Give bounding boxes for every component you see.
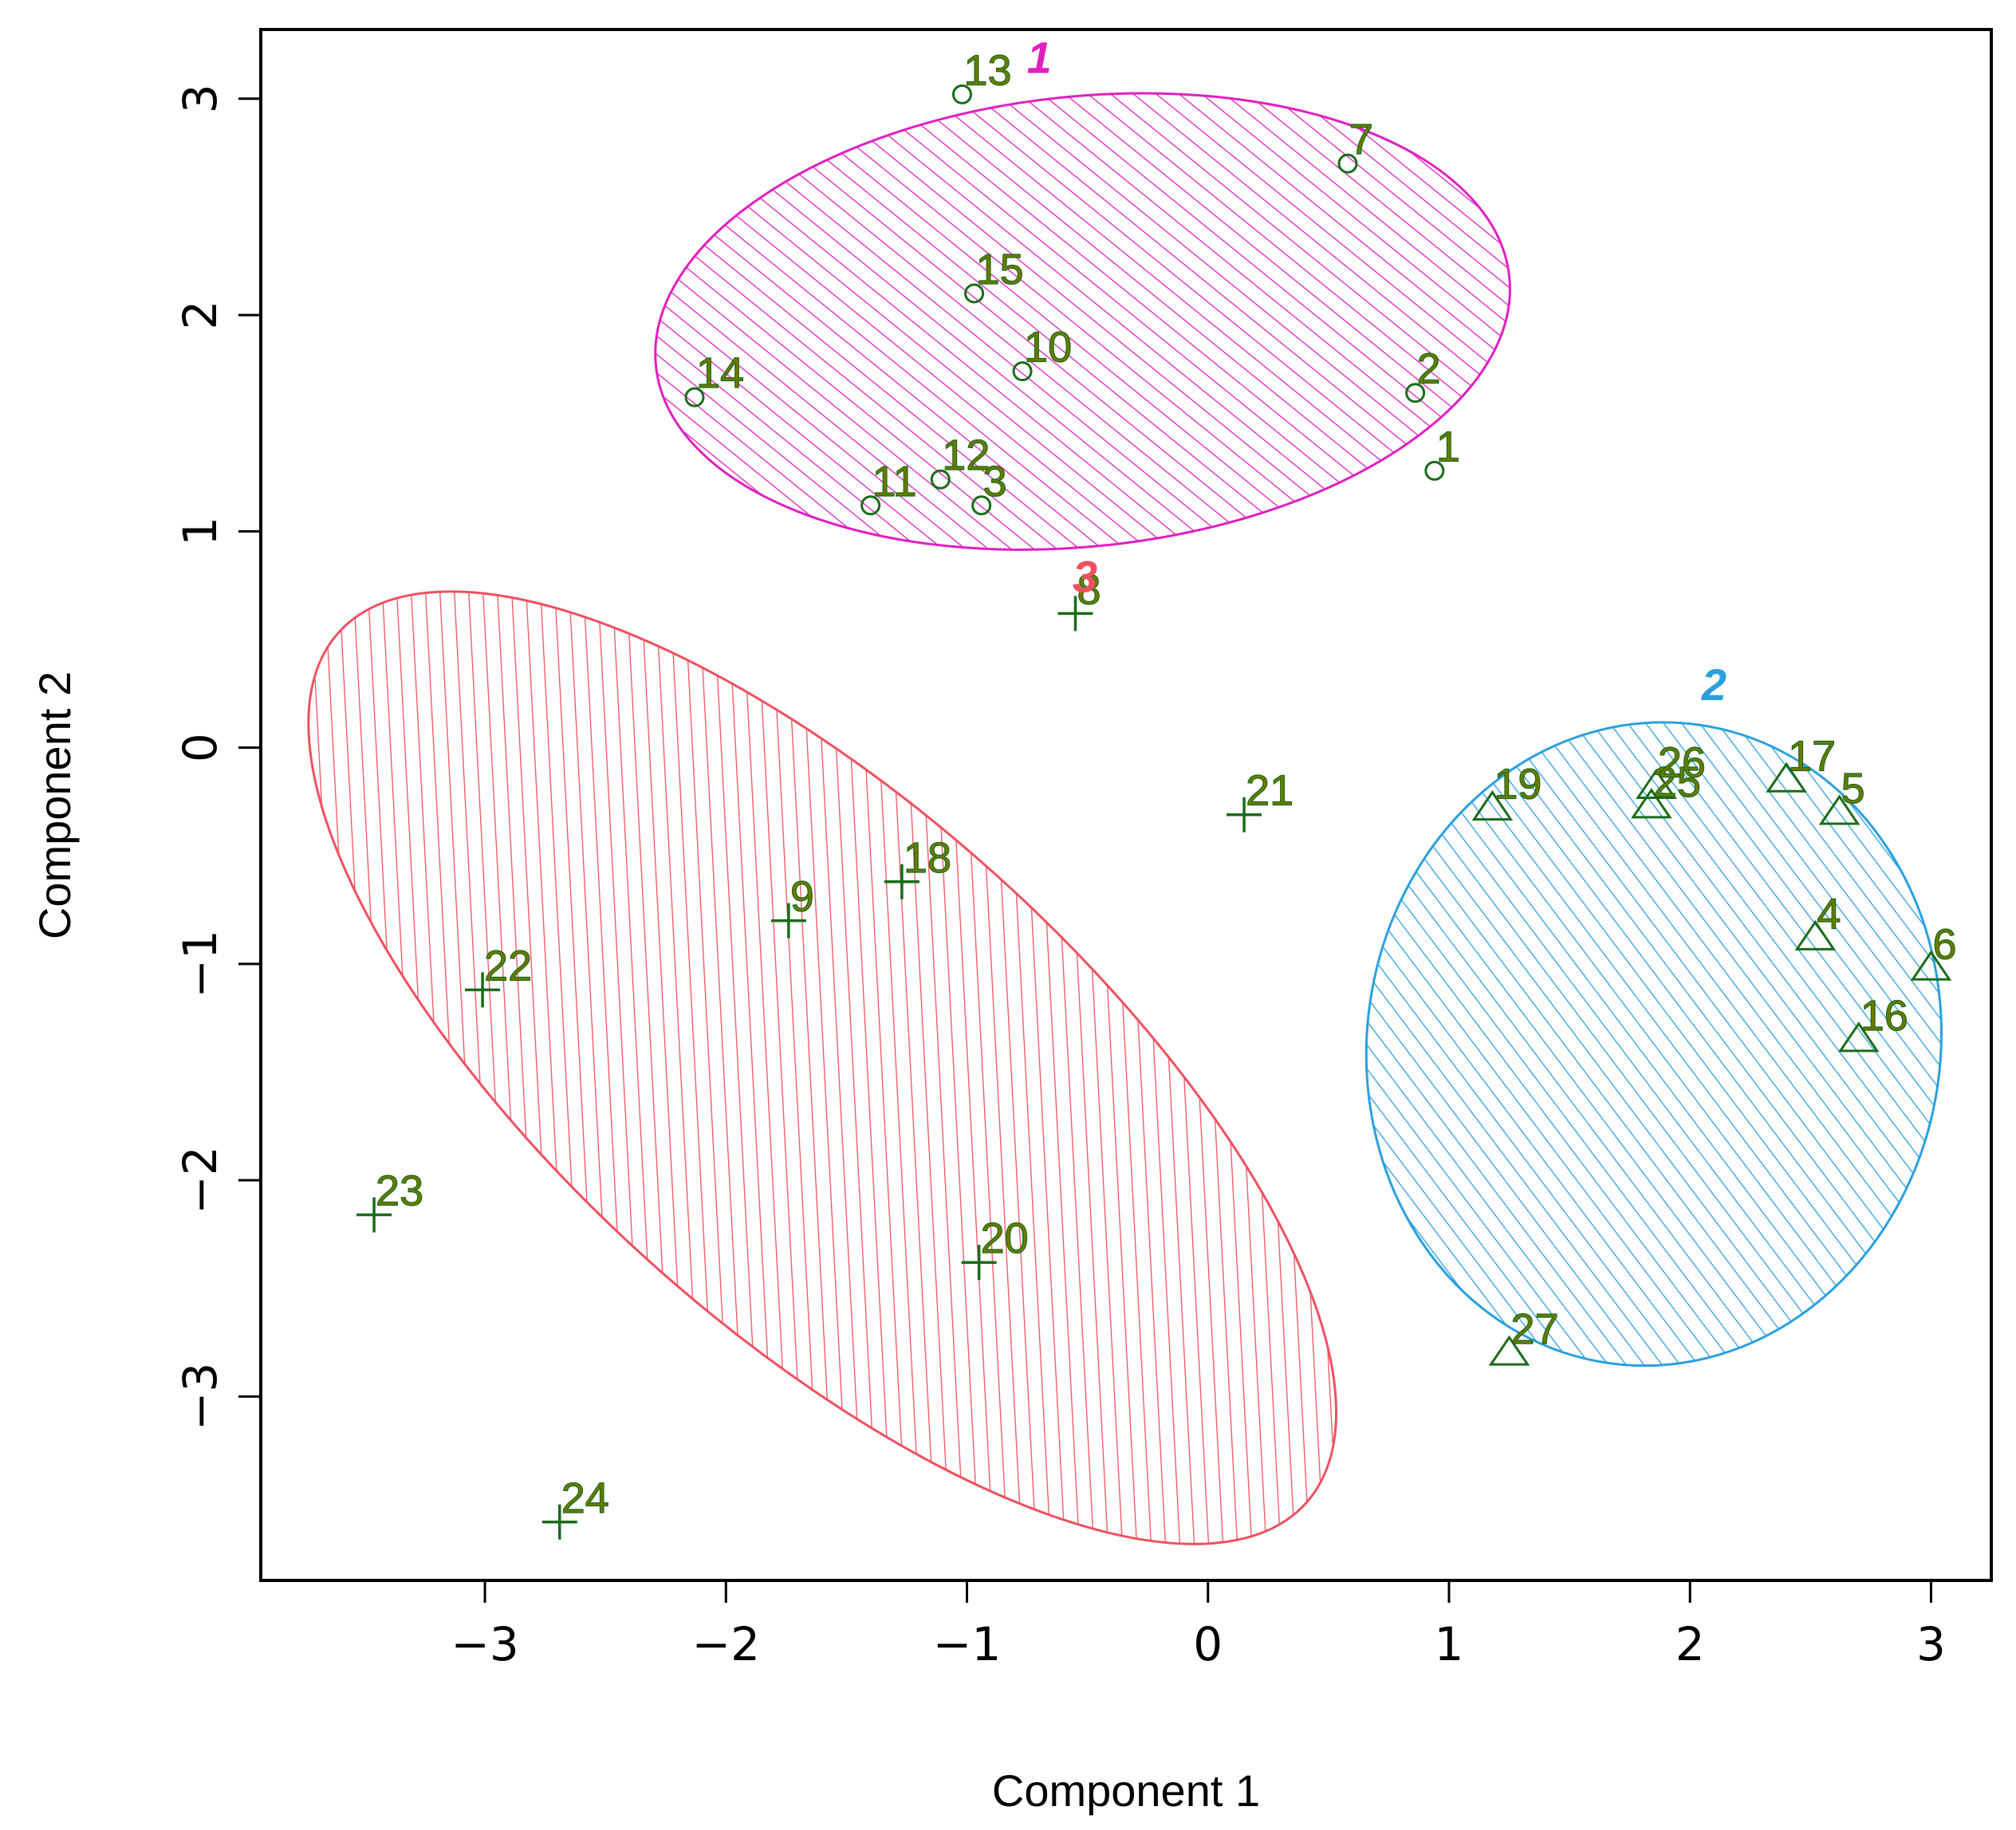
data-point-25 <box>1631 788 1672 819</box>
point-label-1: 1 <box>1436 423 1460 470</box>
point-label-20: 20 <box>981 1214 1029 1262</box>
data-point-6 <box>1910 950 1952 981</box>
x-axis: −3 −2 −1 0 1 2 3 <box>451 1580 1946 1671</box>
data-point-27 <box>1488 1335 1530 1366</box>
data-point-2 <box>1405 383 1426 403</box>
y-tick-label: −1 <box>173 930 227 998</box>
x-tick-label: 1 <box>1435 1617 1464 1671</box>
point-label-3: 3 <box>983 458 1007 506</box>
cluster-1-label: 1 <box>1027 32 1052 82</box>
data-point-21 <box>1227 797 1262 832</box>
point-label-23: 23 <box>376 1167 423 1215</box>
point-label-16: 16 <box>1860 992 1908 1040</box>
point-label-7: 7 <box>1349 116 1373 163</box>
cluster-1-ellipse <box>654 92 1511 551</box>
point-label-27: 27 <box>1511 1305 1559 1353</box>
cluster-ellipses <box>307 92 1943 1545</box>
point-label-8: 8 <box>1077 565 1101 613</box>
point-label-25: 25 <box>1653 758 1701 806</box>
point-label-9: 9 <box>790 873 814 921</box>
point-label-14: 14 <box>696 349 744 397</box>
point-label-10: 10 <box>1024 324 1072 372</box>
data-point-16 <box>1837 1021 1880 1053</box>
data-point-7 <box>1337 153 1358 174</box>
data-point-11 <box>860 495 881 516</box>
data-point-23 <box>356 1197 392 1233</box>
x-tick-label: −1 <box>933 1617 1002 1671</box>
point-label-2: 2 <box>1417 345 1441 393</box>
x-tick-label: 0 <box>1193 1617 1223 1671</box>
y-tick-label: −2 <box>173 1146 227 1214</box>
y-tick-label: 3 <box>173 84 227 113</box>
data-point-19 <box>1471 789 1514 821</box>
data-point-26 <box>1636 768 1677 799</box>
point-label-5: 5 <box>1841 765 1865 813</box>
x-tick-label: −2 <box>692 1617 761 1671</box>
data-point-24 <box>541 1504 577 1540</box>
data-points <box>356 84 1952 1540</box>
x-tick-label: 3 <box>1916 1617 1946 1671</box>
point-label-4: 4 <box>1817 890 1841 938</box>
point-label-22: 22 <box>484 942 532 990</box>
cluster-3-ellipse <box>307 590 1338 1545</box>
y-axis: −3 −2 −1 0 1 2 3 <box>173 84 261 1431</box>
y-tick-label: 0 <box>173 733 227 762</box>
point-label-24: 24 <box>561 1474 609 1522</box>
data-point-4 <box>1794 919 1837 950</box>
point-label-6: 6 <box>1932 920 1956 968</box>
y-tick-label: 1 <box>173 517 227 546</box>
point-label-15: 15 <box>976 246 1024 293</box>
data-point-14 <box>684 387 705 407</box>
point-label-17: 17 <box>1788 732 1836 780</box>
data-point-1 <box>1424 460 1445 481</box>
x-tick-label: 2 <box>1675 1617 1705 1671</box>
point-label-19: 19 <box>1494 761 1542 809</box>
point-label-21: 21 <box>1246 767 1293 815</box>
point-label-12: 12 <box>942 431 990 479</box>
point-label-13: 13 <box>963 46 1011 94</box>
data-point-22 <box>465 972 501 1008</box>
data-point-18 <box>884 864 919 899</box>
data-point-10 <box>1012 361 1033 382</box>
point-label-11: 11 <box>872 458 917 506</box>
cluster-2-ellipse <box>1364 721 1943 1368</box>
y-tick-label: 2 <box>173 301 227 330</box>
cluster-3-label: 3 <box>1073 551 1097 601</box>
x-tick-label: −3 <box>451 1617 519 1671</box>
y-axis-title: Component 2 <box>30 671 80 939</box>
data-point-15 <box>964 283 985 304</box>
cluster-labels: 1 2 3 <box>1027 32 1727 710</box>
data-point-9 <box>770 903 806 939</box>
x-axis-title: Component 1 <box>992 1765 1260 1816</box>
point-label-18: 18 <box>904 834 951 882</box>
point-label-26: 26 <box>1658 738 1706 786</box>
y-tick-label: −3 <box>173 1363 227 1431</box>
data-point-3 <box>971 495 992 516</box>
data-point-20 <box>961 1245 997 1281</box>
data-point-17 <box>1766 762 1807 793</box>
data-point-12 <box>930 469 951 490</box>
plot-frame <box>259 28 1993 1582</box>
cluster-2-label: 2 <box>1701 659 1727 710</box>
data-point-13 <box>951 84 972 104</box>
data-point-8 <box>1057 596 1093 632</box>
data-point-5 <box>1818 794 1860 825</box>
